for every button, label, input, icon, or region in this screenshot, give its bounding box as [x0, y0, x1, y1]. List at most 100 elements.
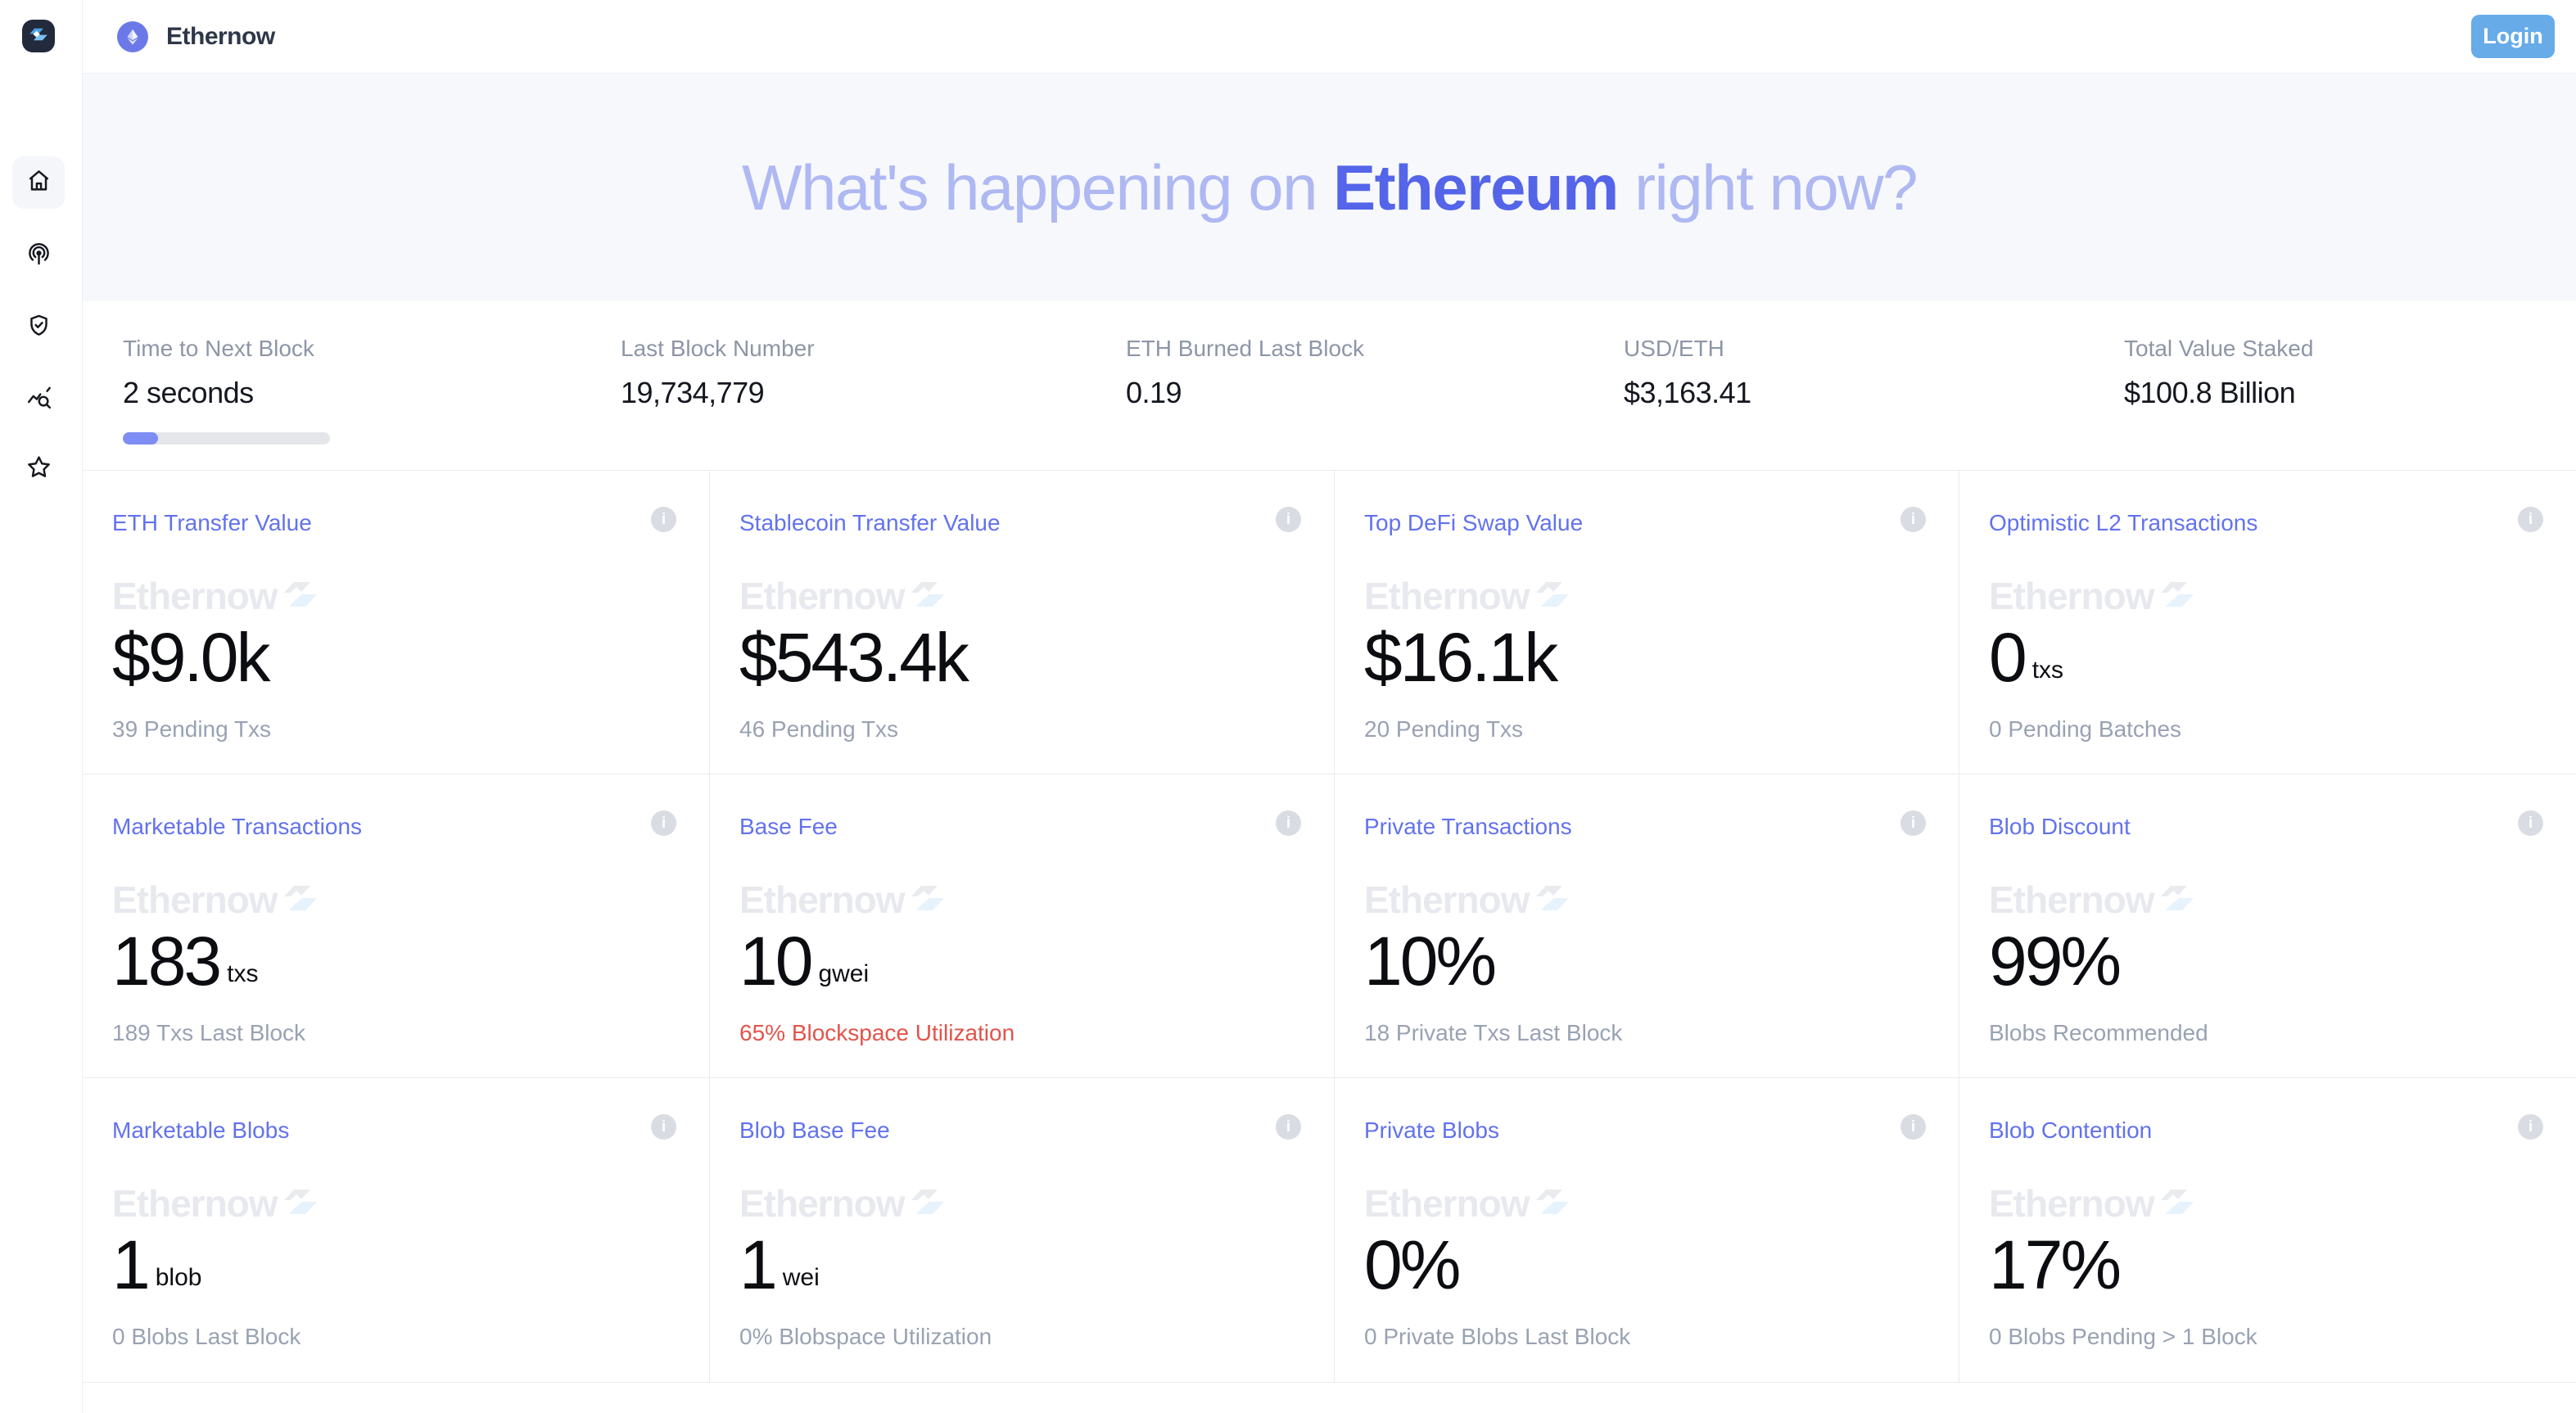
card-title-link[interactable]: Top DeFi Swap Value — [1364, 510, 1584, 535]
info-icon[interactable]: i — [651, 810, 676, 836]
card-subtitle: 39 Pending Txs — [112, 716, 272, 742]
info-icon[interactable]: i — [651, 1114, 676, 1140]
card-title-link[interactable]: Private Blobs — [1364, 1117, 1499, 1143]
chart-search-icon — [26, 386, 52, 415]
sidebar-item-analytics[interactable] — [12, 374, 65, 427]
card-title-link[interactable]: ETH Transfer Value — [112, 510, 312, 535]
metric-card: Optimistic L2 Transactions i Ethernow 0 … — [1959, 471, 2576, 774]
info-icon[interactable]: i — [1276, 507, 1301, 532]
card-value: 17% — [1989, 1226, 2122, 1303]
ethernow-watermark: Ethernow — [1364, 878, 1929, 921]
metric-card: Top DeFi Swap Value i Ethernow $16.1k 20… — [1335, 471, 1959, 774]
stat-time-to-next-block: Time to Next Block 2 seconds — [123, 336, 621, 470]
top-bar: Ethernow Login — [83, 0, 2576, 74]
info-icon[interactable]: i — [651, 507, 676, 532]
next-block-progress-fill — [123, 432, 158, 445]
ethernow-logo-icon — [908, 576, 944, 620]
stat-last-block-number: Last Block Number 19,734,779 — [621, 336, 1126, 470]
watermark-text: Ethernow — [1989, 878, 2155, 921]
stat-usd-eth: USD/ETH $3,163.41 — [1624, 336, 2124, 470]
card-value-row: 0 txs — [1989, 623, 2547, 692]
watermark-text: Ethernow — [739, 1182, 906, 1225]
card-title-link[interactable]: Blob Contention — [1989, 1117, 2153, 1143]
metric-card: Stablecoin Transfer Value i Ethernow $54… — [710, 471, 1335, 774]
sidebar — [0, 0, 83, 1413]
card-title-link[interactable]: Blob Discount — [1989, 814, 2131, 839]
ethernow-logo-icon — [281, 1183, 317, 1227]
sidebar-item-mempool[interactable] — [12, 230, 65, 282]
card-subtitle: 18 Private Txs Last Block — [1364, 1020, 1623, 1045]
hero-title-prefix: What's happening on — [742, 151, 1334, 223]
metric-card: Marketable Transactions i Ethernow 183 t… — [83, 774, 710, 1078]
info-icon[interactable]: i — [2518, 810, 2543, 836]
brand[interactable]: Ethernow — [117, 20, 275, 52]
watermark-text: Ethernow — [1364, 575, 1530, 617]
card-value: 0% — [1364, 1226, 1461, 1303]
metric-card: Blob Discount i Ethernow 99% Blobs Recom… — [1959, 774, 2576, 1078]
ethereum-badge-icon — [117, 20, 148, 52]
sidebar-item-security[interactable] — [12, 301, 65, 354]
card-title-link[interactable]: Blob Base Fee — [739, 1117, 890, 1143]
card-title-link[interactable]: Marketable Blobs — [112, 1117, 290, 1143]
ethernow-watermark: Ethernow — [1364, 575, 1929, 617]
sidebar-item-home[interactable] — [12, 156, 65, 209]
card-value-row: 99% — [1989, 927, 2547, 995]
stat-value: $3,163.41 — [1624, 376, 1751, 409]
card-value: 1 — [739, 1226, 778, 1303]
info-icon[interactable]: i — [1900, 1114, 1926, 1140]
watermark-text: Ethernow — [739, 575, 906, 617]
ethernow-watermark: Ethernow — [739, 878, 1304, 921]
info-icon[interactable]: i — [1900, 507, 1926, 532]
card-value: 99% — [1989, 923, 2122, 1000]
card-unit: gwei — [818, 960, 870, 987]
hero-title: What's happening on Ethereum right now? — [742, 151, 1918, 225]
watermark-text: Ethernow — [1989, 1182, 2155, 1225]
card-value: 183 — [112, 923, 222, 1000]
card-value: 10% — [1364, 923, 1497, 1000]
ethernow-logo-icon — [908, 1183, 944, 1227]
card-value-row: 1 blob — [112, 1230, 680, 1299]
card-subtitle: Blobs Recommended — [1989, 1020, 2208, 1045]
watermark-text: Ethernow — [1364, 1182, 1530, 1225]
card-value-row: 1 wei — [739, 1230, 1304, 1299]
card-value-row: 10 gwei — [739, 927, 1304, 995]
card-subtitle: 0 Blobs Last Block — [112, 1324, 301, 1349]
app-logo[interactable] — [22, 20, 55, 52]
card-subtitle: 0 Blobs Pending > 1 Block — [1989, 1324, 2257, 1349]
card-title-link[interactable]: Marketable Transactions — [112, 814, 363, 839]
stat-value: 2 seconds — [123, 376, 254, 409]
login-button[interactable]: Login — [2471, 15, 2555, 58]
main-content: What's happening on Ethereum right now? … — [83, 74, 2576, 1383]
stat-value: 19,734,779 — [621, 376, 765, 409]
stat-value: 0.19 — [1126, 376, 1182, 409]
card-subtitle: 189 Txs Last Block — [112, 1020, 306, 1045]
info-icon[interactable]: i — [2518, 507, 2543, 532]
card-subtitle: 65% Blockspace Utilization — [739, 1020, 1015, 1045]
card-title-link[interactable]: Optimistic L2 Transactions — [1989, 510, 2258, 535]
info-icon[interactable]: i — [2518, 1114, 2543, 1140]
stat-total-value-staked: Total Value Staked $100.8 Billion — [2124, 336, 2576, 470]
ethernow-watermark: Ethernow — [739, 1182, 1304, 1225]
metric-card: Private Blobs i Ethernow 0% 0 Private Bl… — [1335, 1078, 1959, 1382]
card-subtitle: 20 Pending Txs — [1364, 716, 1524, 742]
info-icon[interactable]: i — [1900, 810, 1926, 836]
home-icon — [26, 168, 52, 197]
card-value: 0 — [1989, 619, 2027, 696]
card-value-row: $9.0k — [112, 623, 680, 692]
card-title-link[interactable]: Stablecoin Transfer Value — [739, 510, 1001, 535]
metric-card: ETH Transfer Value i Ethernow $9.0k 39 P… — [83, 471, 710, 774]
sidebar-item-favorites[interactable] — [12, 443, 65, 495]
card-title-link[interactable]: Base Fee — [739, 814, 838, 839]
ethernow-watermark: Ethernow — [112, 878, 680, 921]
ethernow-watermark: Ethernow — [1989, 878, 2547, 921]
card-value-row: 17% — [1989, 1230, 2547, 1299]
info-icon[interactable]: i — [1276, 810, 1301, 836]
watermark-text: Ethernow — [112, 1182, 278, 1225]
metric-card: Blob Base Fee i Ethernow 1 wei 0% Blobsp… — [710, 1078, 1335, 1382]
ethernow-logo-icon — [1533, 576, 1569, 620]
card-title-link[interactable]: Private Transactions — [1364, 814, 1572, 839]
stat-eth-burned: ETH Burned Last Block 0.19 — [1126, 336, 1624, 470]
info-icon[interactable]: i — [1276, 1114, 1301, 1140]
stat-label: ETH Burned Last Block — [1126, 336, 1365, 361]
ethernow-watermark: Ethernow — [1989, 575, 2547, 617]
